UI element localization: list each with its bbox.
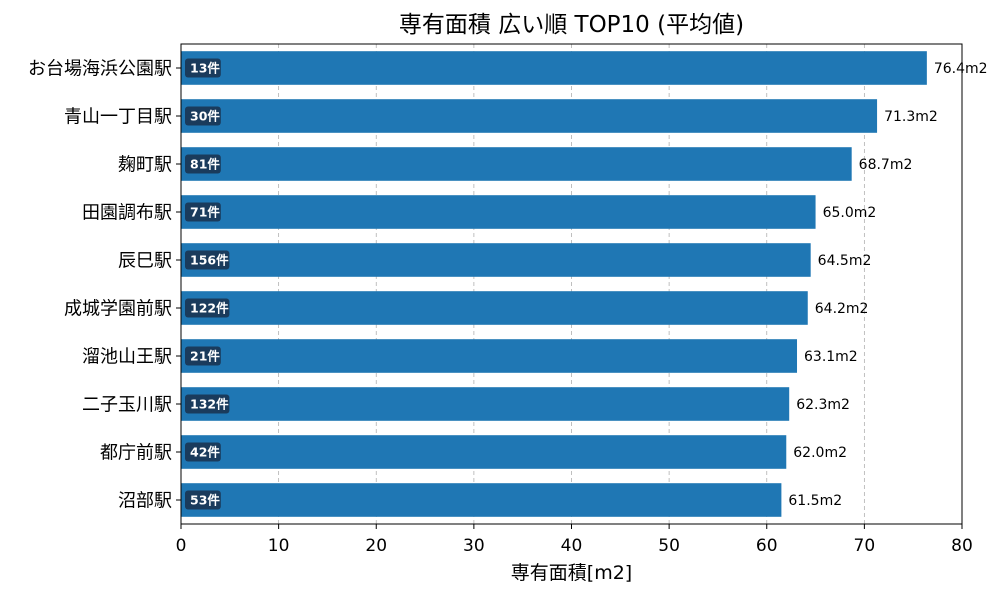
category-label: 辰巳駅 — [118, 251, 172, 272]
count-label: 53件 — [190, 493, 220, 508]
category-label: 青山一丁目駅 — [64, 107, 172, 128]
value-label: 68.7m2 — [859, 157, 913, 173]
count-label: 30件 — [190, 109, 220, 124]
bar — [181, 387, 790, 421]
bar — [181, 243, 811, 277]
value-label: 76.4m2 — [934, 61, 988, 77]
bar — [181, 435, 787, 469]
bar — [181, 147, 852, 181]
x-tick-label: 20 — [365, 536, 387, 556]
x-tick-label: 80 — [951, 536, 973, 556]
count-label: 71件 — [190, 205, 220, 220]
category-label: 都庁前駅 — [100, 443, 172, 464]
x-tick-label: 10 — [268, 536, 290, 556]
x-tick-label: 60 — [756, 536, 778, 556]
value-label: 63.1m2 — [804, 349, 858, 365]
x-axis-label: 専有面積[m2] — [510, 562, 633, 584]
bar — [181, 339, 798, 373]
value-label: 64.5m2 — [818, 253, 872, 269]
category-label: 溜池山王駅 — [82, 347, 172, 368]
category-label: 二子玉川駅 — [82, 395, 172, 416]
category-label: 成城学園前駅 — [64, 299, 172, 320]
chart-title: 専有面積 広い順 TOP10 (平均値) — [398, 12, 745, 38]
value-label: 62.3m2 — [796, 397, 850, 413]
category-label: お台場海浜公園駅 — [28, 59, 172, 80]
value-label: 65.0m2 — [823, 205, 877, 221]
x-tick-label: 70 — [854, 536, 876, 556]
x-tick-label: 0 — [176, 536, 187, 556]
count-badge — [185, 442, 221, 462]
count-label: 132件 — [190, 397, 229, 412]
count-badge — [185, 154, 221, 174]
count-badge — [185, 58, 221, 78]
category-label: 麹町駅 — [118, 155, 172, 176]
value-label: 71.3m2 — [884, 109, 938, 125]
value-label: 64.2m2 — [815, 301, 869, 317]
x-tick-label: 50 — [658, 536, 680, 556]
count-label: 81件 — [190, 157, 220, 172]
count-label: 156件 — [190, 253, 229, 268]
bar — [181, 195, 816, 229]
count-badge — [185, 202, 221, 222]
count-badge — [185, 490, 221, 510]
count-badge — [185, 106, 221, 126]
bar — [181, 51, 927, 85]
category-label: 田園調布駅 — [82, 203, 172, 224]
x-tick-label: 40 — [561, 536, 583, 556]
count-badge — [185, 250, 230, 270]
bar — [181, 291, 808, 325]
category-label: 沼部駅 — [118, 491, 172, 512]
count-badge — [185, 394, 230, 414]
count-badge — [185, 346, 221, 366]
count-label: 13件 — [190, 61, 220, 76]
x-tick-label: 30 — [463, 536, 485, 556]
count-badge — [185, 298, 230, 318]
count-label: 21件 — [190, 349, 220, 364]
count-label: 122件 — [190, 301, 229, 316]
bar — [181, 483, 782, 517]
count-label: 42件 — [190, 445, 220, 460]
value-label: 61.5m2 — [788, 493, 842, 509]
value-label: 62.0m2 — [793, 445, 847, 461]
bar — [181, 99, 878, 133]
